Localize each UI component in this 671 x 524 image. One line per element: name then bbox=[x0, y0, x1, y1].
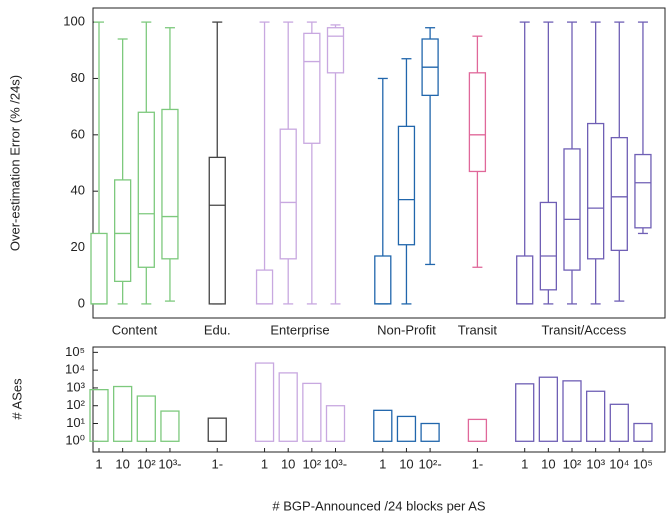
x-axis-label: # BGP-Announced /24 blocks per AS bbox=[272, 498, 486, 513]
y-tick-label: 0 bbox=[78, 295, 85, 310]
bar bbox=[89, 389, 109, 442]
bar bbox=[420, 422, 440, 442]
bar bbox=[136, 395, 156, 442]
bar bbox=[325, 405, 346, 442]
y-tick-label: 10⁵ bbox=[65, 344, 85, 359]
x-tick-label: 1- bbox=[472, 456, 484, 471]
box bbox=[634, 153, 652, 229]
x-tick-label: 10 bbox=[115, 456, 129, 471]
y-axis-label: # ASes bbox=[9, 378, 24, 420]
x-tick-label: 10 bbox=[399, 456, 413, 471]
x-tick-label: 10 bbox=[541, 456, 555, 471]
top-axes-frame bbox=[92, 7, 666, 319]
group-label: Enterprise bbox=[270, 322, 329, 337]
box bbox=[255, 269, 274, 305]
y-tick-label: 80 bbox=[71, 70, 85, 85]
y-axis-label: Over-estimation Error (% /24s) bbox=[7, 75, 22, 251]
x-tick-label: 10²- bbox=[419, 456, 442, 471]
x-tick-label: 10² bbox=[302, 456, 321, 471]
box bbox=[208, 156, 226, 305]
box bbox=[516, 255, 534, 305]
y-tick-label: 40 bbox=[71, 183, 85, 198]
x-tick-label: 10² bbox=[137, 456, 156, 471]
group-label: Transit/Access bbox=[541, 322, 626, 337]
box bbox=[539, 201, 557, 291]
x-tick-label: 1- bbox=[211, 456, 223, 471]
bar bbox=[373, 409, 393, 442]
bar bbox=[302, 382, 322, 442]
x-tick-label: 10³ bbox=[586, 456, 605, 471]
box bbox=[279, 128, 297, 260]
bar bbox=[633, 422, 653, 442]
group-label: Transit bbox=[458, 322, 498, 337]
bar bbox=[467, 418, 488, 442]
group-label: Edu. bbox=[204, 322, 231, 337]
box bbox=[563, 148, 581, 271]
box bbox=[90, 232, 108, 305]
box bbox=[114, 179, 132, 283]
x-tick-label: 1 bbox=[95, 456, 102, 471]
bar bbox=[278, 372, 298, 442]
box bbox=[587, 122, 605, 260]
bar bbox=[562, 380, 582, 442]
x-tick-label: 10 bbox=[281, 456, 295, 471]
group-label: Non-Profit bbox=[377, 322, 436, 337]
bar bbox=[538, 376, 558, 442]
bar bbox=[396, 415, 417, 442]
bar bbox=[515, 383, 535, 442]
bar bbox=[586, 390, 606, 442]
bar bbox=[113, 385, 133, 442]
group-label: Content bbox=[112, 322, 158, 337]
y-tick-label: 60 bbox=[71, 126, 85, 141]
y-tick-label: 20 bbox=[71, 239, 85, 254]
x-tick-label: 10⁴ bbox=[609, 456, 629, 471]
x-tick-label: 10³- bbox=[324, 456, 347, 471]
box bbox=[468, 72, 487, 173]
box bbox=[137, 111, 155, 268]
box bbox=[397, 125, 416, 246]
bar bbox=[207, 417, 227, 442]
box bbox=[161, 108, 179, 260]
y-tick-label: 100 bbox=[63, 14, 85, 29]
box bbox=[374, 255, 392, 305]
y-tick-label: 10⁰ bbox=[65, 433, 85, 448]
bar bbox=[160, 410, 180, 442]
y-tick-label: 10¹ bbox=[66, 415, 85, 430]
bottom-axes-frame bbox=[92, 346, 666, 453]
x-tick-label: 10² bbox=[563, 456, 582, 471]
bar bbox=[609, 403, 629, 442]
box bbox=[610, 136, 628, 252]
x-tick-label: 10⁵ bbox=[633, 456, 653, 471]
box bbox=[303, 32, 321, 144]
x-tick-label: 1 bbox=[521, 456, 528, 471]
bar bbox=[254, 362, 275, 442]
box bbox=[326, 27, 345, 74]
x-tick-label: 10³- bbox=[158, 456, 181, 471]
x-tick-label: 1 bbox=[261, 456, 268, 471]
y-tick-label: 10⁴ bbox=[65, 362, 85, 377]
x-tick-label: 1 bbox=[379, 456, 386, 471]
y-tick-label: 10³ bbox=[66, 379, 85, 394]
y-tick-label: 10² bbox=[66, 397, 85, 412]
